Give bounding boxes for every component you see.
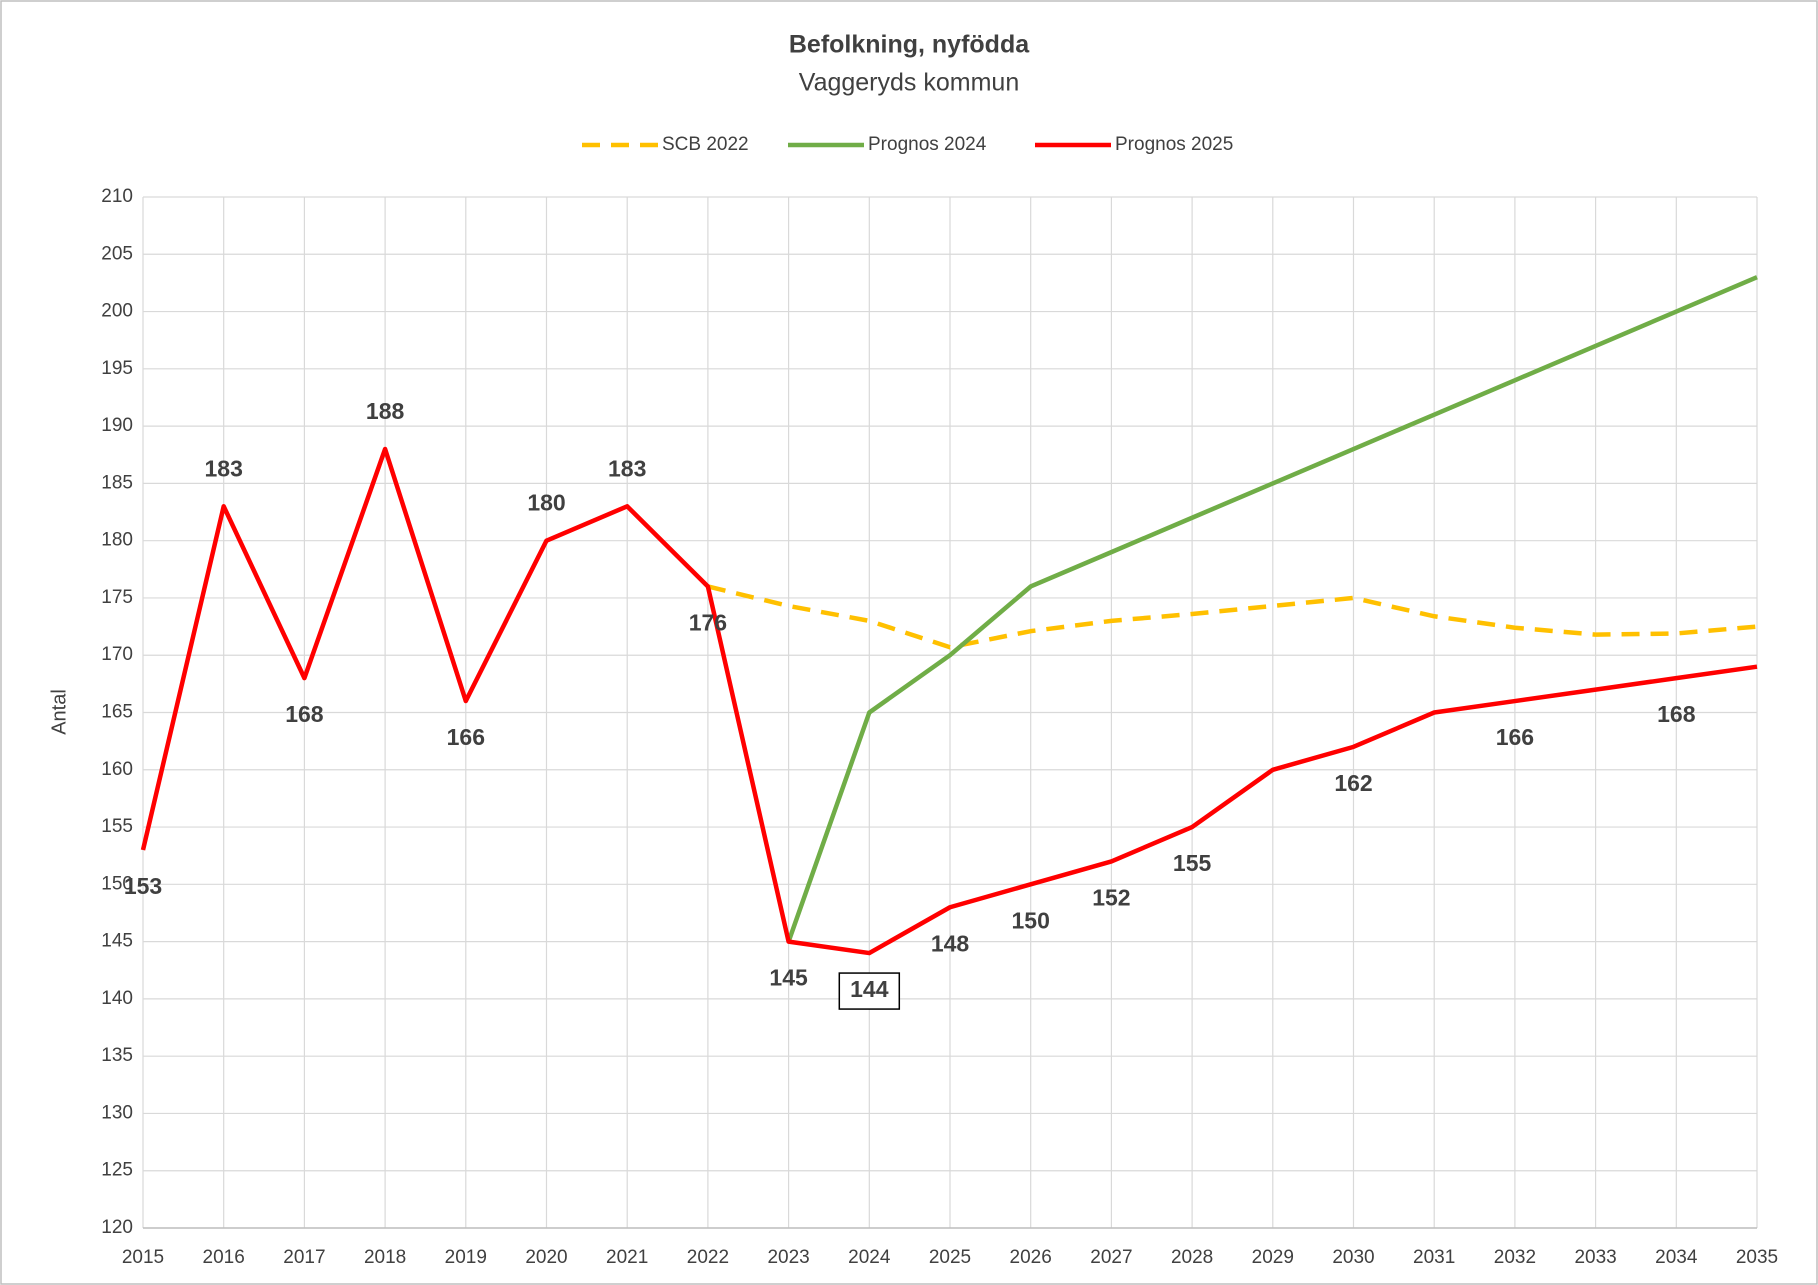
y-tick-label: 145 <box>101 931 133 952</box>
y-tick-label: 160 <box>101 759 133 780</box>
x-tick-label: 2015 <box>122 1247 164 1268</box>
y-tick-label: 195 <box>101 358 133 379</box>
y-tick-label: 130 <box>101 1102 133 1123</box>
x-tick-label: 2021 <box>606 1247 648 1268</box>
y-tick-label: 155 <box>101 816 133 837</box>
data-label: 150 <box>1012 907 1050 933</box>
legend-label: Prognos 2024 <box>868 134 987 155</box>
x-tick-label: 2029 <box>1252 1247 1294 1268</box>
x-tick-label: 2018 <box>364 1247 406 1268</box>
y-tick-label: 165 <box>101 702 133 723</box>
y-tick-label: 205 <box>101 243 133 264</box>
data-label: 168 <box>1657 701 1696 727</box>
data-label: 152 <box>1092 885 1130 911</box>
data-label: 153 <box>124 873 162 899</box>
y-tick-label: 140 <box>101 988 133 1009</box>
data-label: 188 <box>366 398 405 424</box>
data-label: 166 <box>447 724 485 750</box>
y-tick-label: 200 <box>101 301 133 322</box>
label-box <box>838 972 901 1010</box>
y-tick-label: 125 <box>101 1160 133 1181</box>
x-tick-label: 2025 <box>929 1247 971 1268</box>
chart-title: Befolkning, nyfödda <box>789 31 1030 59</box>
x-tick-label: 2016 <box>203 1247 245 1268</box>
data-label: 148 <box>931 930 970 956</box>
data-label: 183 <box>608 455 646 481</box>
x-tick-label: 2032 <box>1494 1247 1536 1268</box>
x-tick-label: 2023 <box>767 1247 809 1268</box>
data-label: 155 <box>1173 850 1212 876</box>
legend-label: SCB 2022 <box>662 134 749 155</box>
y-tick-label: 190 <box>101 415 133 436</box>
series-line <box>786 275 1758 943</box>
x-tick-label: 2030 <box>1332 1247 1374 1268</box>
data-label: 166 <box>1496 724 1534 750</box>
y-axis-label: Antal <box>48 689 70 735</box>
y-tick-label: 170 <box>101 644 133 665</box>
y-tick-label: 210 <box>101 186 133 207</box>
y-tick-label: 135 <box>101 1045 133 1066</box>
x-tick-label: 2020 <box>525 1247 567 1268</box>
x-tick-label: 2034 <box>1655 1247 1698 1268</box>
chart-subtitle: Vaggeryds kommun <box>799 69 1019 97</box>
x-tick-label: 2031 <box>1413 1247 1455 1268</box>
data-label: 162 <box>1334 770 1372 796</box>
data-label: 183 <box>205 455 243 481</box>
x-tick-label: 2024 <box>848 1247 891 1268</box>
y-tick-label: 175 <box>101 587 133 608</box>
x-tick-label: 2035 <box>1736 1247 1778 1268</box>
data-label: 144 <box>850 976 889 1002</box>
x-tick-label: 2033 <box>1574 1247 1616 1268</box>
series-line <box>707 584 1758 650</box>
y-tick-label: 150 <box>101 873 133 894</box>
y-tick-label: 185 <box>101 472 133 493</box>
series-line <box>140 446 1758 956</box>
x-tick-label: 2019 <box>445 1247 487 1268</box>
data-label: 168 <box>285 701 324 727</box>
x-tick-label: 2028 <box>1171 1247 1213 1268</box>
y-tick-label: 180 <box>101 530 133 551</box>
legend-label: Prognos 2025 <box>1115 134 1233 155</box>
x-tick-label: 2026 <box>1010 1247 1052 1268</box>
data-label: 180 <box>527 490 565 516</box>
y-tick-label: 120 <box>101 1217 133 1238</box>
data-label: 176 <box>689 610 727 636</box>
data-label: 145 <box>769 965 808 991</box>
x-tick-label: 2022 <box>687 1247 729 1268</box>
x-tick-label: 2027 <box>1090 1247 1132 1268</box>
x-tick-label: 2017 <box>283 1247 325 1268</box>
